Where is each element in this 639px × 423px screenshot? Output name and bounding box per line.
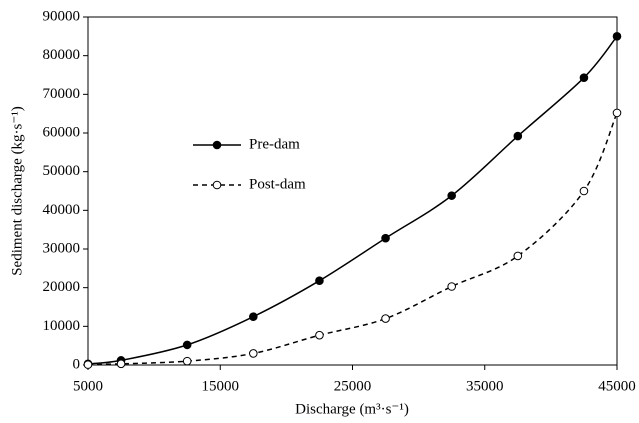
data-point: [447, 191, 456, 200]
x-tick-label: 45000: [598, 378, 636, 394]
x-tick-label: 15000: [202, 378, 240, 394]
y-tick-label: 40000: [43, 202, 81, 218]
data-point: [182, 340, 192, 350]
y-tick-label: 70000: [43, 86, 81, 102]
data-point: [513, 251, 523, 261]
data-point: [249, 349, 258, 358]
y-tick-label: 0: [73, 356, 81, 372]
legend-label: Post-dam: [249, 176, 306, 192]
legend-label: Pre-dam: [249, 136, 300, 152]
data-point: [116, 359, 126, 369]
y-tick-label: 90000: [43, 8, 81, 24]
x-tick-label: 5000: [73, 378, 103, 394]
data-point: [381, 233, 390, 243]
series-line: [87, 112, 618, 366]
y-tick-label: 50000: [43, 163, 81, 179]
series-line: [87, 35, 618, 365]
data-point: [381, 314, 390, 323]
x-axis-label: Discharge (m³·s⁻¹): [295, 401, 409, 417]
data-point: [83, 360, 93, 369]
y-tick-label: 60000: [43, 124, 81, 140]
y-axis-label: Sediment discharge (kg·s⁻¹): [9, 106, 25, 276]
data-point: [612, 32, 622, 41]
data-point: [249, 312, 258, 321]
x-tick-label: 25000: [334, 378, 372, 394]
data-point: [579, 73, 589, 83]
data-point: [513, 131, 523, 141]
legend-marker: [212, 180, 222, 190]
data-point: [612, 108, 622, 118]
y-tick-label: 80000: [43, 47, 81, 63]
y-tick-label: 10000: [43, 318, 81, 334]
y-tick-label: 20000: [43, 279, 81, 295]
y-tick-label: 30000: [43, 240, 81, 256]
plot-frame: [87, 16, 618, 366]
legend-marker: [212, 140, 222, 150]
data-point: [315, 330, 324, 340]
data-point: [579, 186, 589, 196]
data-point: [315, 276, 324, 286]
x-tick-label: 35000: [466, 378, 504, 394]
data-point: [447, 282, 456, 291]
data-point: [182, 356, 192, 366]
